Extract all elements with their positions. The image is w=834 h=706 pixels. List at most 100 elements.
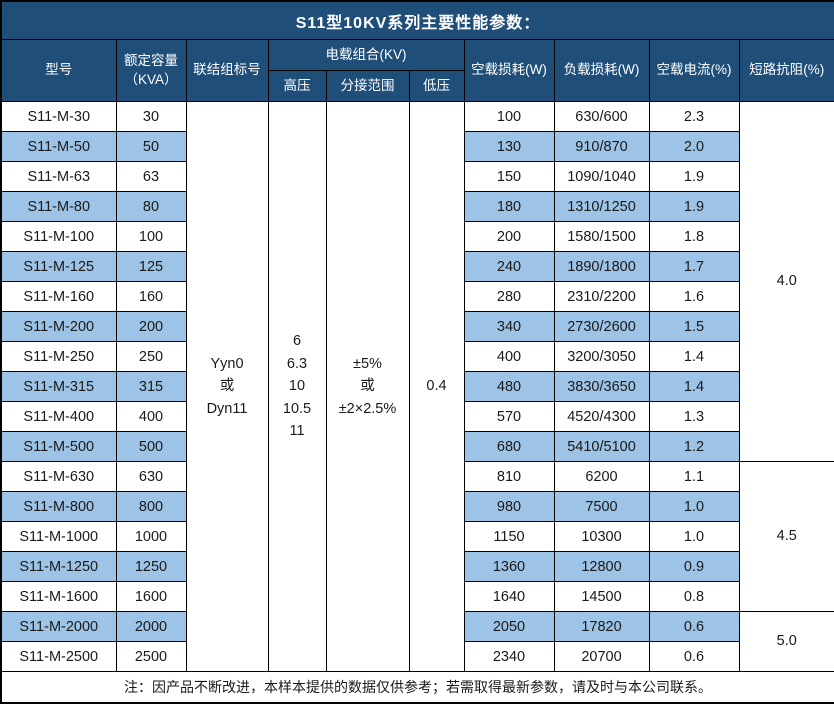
cell-no-load-current: 1.6 [648, 281, 740, 312]
cell-no-load-current: 1.7 [648, 251, 740, 282]
col-header-no-load-current: 空载电流(%) [648, 39, 740, 102]
cell-impedance: 4.0 [738, 101, 834, 462]
cell-no-load-current: 1.0 [648, 521, 740, 552]
cell-hv: 6 6.3 10 10.5 11 [267, 101, 327, 672]
cell-kva: 250 [115, 341, 187, 372]
table-row: S11-M-1600 1600 1640 14500 0.8 [0, 581, 834, 612]
cell-model: S11-M-1250 [0, 551, 117, 582]
cell-no-load-current: 2.3 [648, 101, 740, 132]
cell-model: S11-M-250 [0, 341, 117, 372]
cell-no-load-loss: 2340 [463, 641, 555, 672]
cell-load-loss: 1310/1250 [553, 191, 650, 222]
cell-model: S11-M-50 [0, 131, 117, 162]
cell-no-load-loss: 810 [463, 461, 555, 492]
cell-load-loss: 7500 [553, 491, 650, 522]
table-row: S11-M-500 500 680 5410/5100 1.2 [0, 431, 834, 462]
cell-model: S11-M-2000 [0, 611, 117, 642]
cell-kva: 315 [115, 371, 187, 402]
cell-no-load-current: 1.9 [648, 161, 740, 192]
table-row: S11-M-50 50 130 910/870 2.0 [0, 131, 834, 162]
cell-no-load-current: 1.9 [648, 191, 740, 222]
cell-impedance: 4.5 [738, 461, 834, 612]
cell-model: S11-M-30 [0, 101, 117, 132]
cell-load-loss: 6200 [553, 461, 650, 492]
cell-no-load-loss: 280 [463, 281, 555, 312]
cell-no-load-loss: 400 [463, 341, 555, 372]
table-row: S11-M-315 315 480 3830/3650 1.4 [0, 371, 834, 402]
cell-model: S11-M-80 [0, 191, 117, 222]
cell-kva: 50 [115, 131, 187, 162]
cell-no-load-loss: 680 [463, 431, 555, 462]
cell-no-load-loss: 1360 [463, 551, 555, 582]
table-row: S11-M-400 400 570 4520/4300 1.3 [0, 401, 834, 432]
cell-model: S11-M-100 [0, 221, 117, 252]
cell-no-load-loss: 150 [463, 161, 555, 192]
cell-no-load-loss: 570 [463, 401, 555, 432]
cell-impedance: 5.0 [738, 611, 834, 672]
cell-load-loss: 17820 [553, 611, 650, 642]
cell-load-loss: 1090/1040 [553, 161, 650, 192]
cell-no-load-loss: 1640 [463, 581, 555, 612]
cell-kva: 2000 [115, 611, 187, 642]
cell-model: S11-M-125 [0, 251, 117, 282]
col-header-impedance: 短路抗阻(%) [738, 39, 834, 102]
cell-kva: 800 [115, 491, 187, 522]
cell-connection-group: Yyn0 或 Dyn11 [185, 101, 269, 672]
table-row: S11-M-63 63 150 1090/1040 1.9 [0, 161, 834, 192]
cell-load-loss: 1890/1800 [553, 251, 650, 282]
cell-model: S11-M-2500 [0, 641, 117, 672]
cell-no-load-loss: 200 [463, 221, 555, 252]
cell-model: S11-M-400 [0, 401, 117, 432]
col-header-hv: 高压 [267, 70, 327, 102]
cell-kva: 1250 [115, 551, 187, 582]
cell-no-load-current: 0.6 [648, 641, 740, 672]
cell-load-loss: 4520/4300 [553, 401, 650, 432]
cell-no-load-current: 0.6 [648, 611, 740, 642]
table-row: S11-M-30 30 Yyn0 或 Dyn11 6 6.3 10 10.5 11 ±5… [0, 101, 834, 672]
col-header-connection: 联结组标号 [185, 39, 269, 102]
header-row-sub: 高压 分接范围 低压 [1, 70, 834, 102]
cell-model: S11-M-630 [0, 461, 117, 492]
cell-kva: 160 [115, 281, 187, 312]
cell-model: S11-M-63 [0, 161, 117, 192]
page-title: S11型10KV系列主要性能参数： [0, 0, 834, 40]
cell-kva: 63 [115, 161, 187, 192]
cell-load-loss: 3830/3650 [553, 371, 650, 402]
cell-load-loss: 1580/1500 [553, 221, 650, 252]
cell-kva: 30 [115, 101, 187, 132]
cell-kva: 500 [115, 431, 187, 462]
cell-model: S11-M-500 [0, 431, 117, 462]
cell-no-load-loss: 340 [463, 311, 555, 342]
cell-load-loss: 2310/2200 [553, 281, 650, 312]
cell-load-loss: 2730/2600 [553, 311, 650, 342]
cell-load-loss: 5410/5100 [553, 431, 650, 462]
cell-load-loss: 14500 [553, 581, 650, 612]
cell-load-loss: 12800 [553, 551, 650, 582]
table-row: S11-M-125 125 240 1890/1800 1.7 [0, 251, 834, 282]
cell-load-loss: 3200/3050 [553, 341, 650, 372]
cell-kva: 630 [115, 461, 187, 492]
cell-kva: 80 [115, 191, 187, 222]
col-header-voltage-group: 电载组合(KV) [267, 39, 465, 71]
cell-no-load-loss: 240 [463, 251, 555, 282]
table-row: S11-M-2000 2000 2050 17820 0.6 5.0 [0, 611, 834, 672]
cell-model: S11-M-160 [0, 281, 117, 312]
table-row: S11-M-160 160 280 2310/2200 1.6 [0, 281, 834, 312]
cell-no-load-current: 1.0 [648, 491, 740, 522]
col-header-load-loss: 负载损耗(W) [553, 39, 650, 102]
cell-no-load-current: 1.3 [648, 401, 740, 432]
cell-no-load-loss: 480 [463, 371, 555, 402]
cell-no-load-current: 1.4 [648, 341, 740, 372]
cell-no-load-current: 1.8 [648, 221, 740, 252]
cell-model: S11-M-1600 [0, 581, 117, 612]
cell-no-load-loss: 180 [463, 191, 555, 222]
title-row: S11型10KV系列主要性能参数： [0, 0, 834, 40]
cell-no-load-loss: 1150 [463, 521, 555, 552]
cell-kva: 1600 [115, 581, 187, 612]
cell-no-load-current: 0.9 [648, 551, 740, 582]
cell-model: S11-M-800 [0, 491, 117, 522]
cell-load-loss: 630/600 [553, 101, 650, 132]
table-row: S11-M-800 800 980 7500 1.0 [0, 491, 834, 522]
cell-load-loss: 10300 [553, 521, 650, 552]
